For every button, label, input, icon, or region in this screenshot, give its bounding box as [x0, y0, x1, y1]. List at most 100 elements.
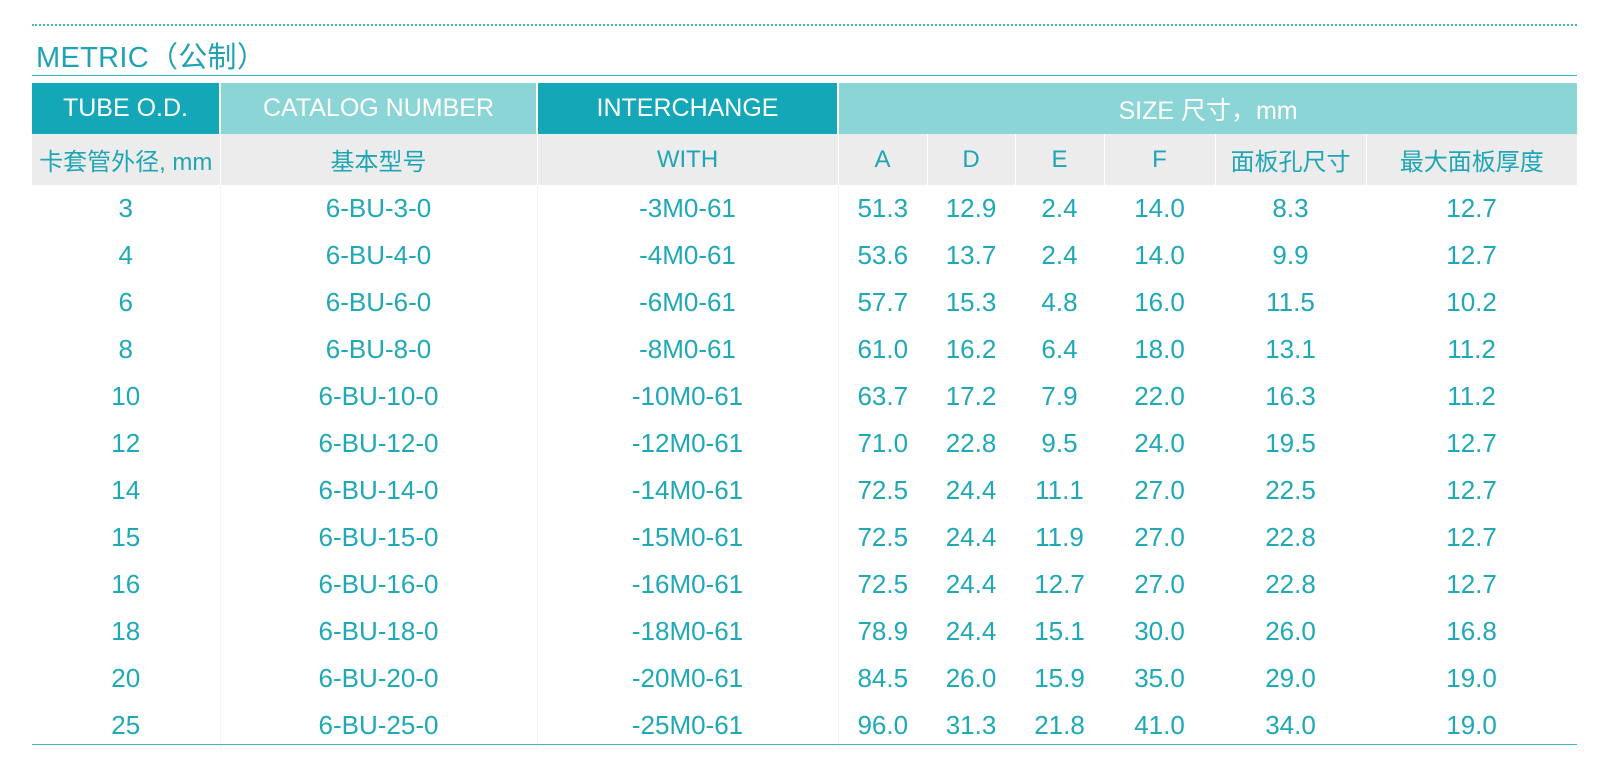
- header-row: TUBE O.D. CATALOG NUMBER INTERCHANGE SIZ…: [32, 83, 1578, 134]
- cell-max-panel-thickness: 10.2: [1366, 279, 1578, 326]
- cell-tube-od: 25: [32, 702, 221, 749]
- cell-f: 24.0: [1104, 420, 1215, 467]
- cell-d: 17.2: [927, 373, 1015, 420]
- cell-a: 71.0: [838, 420, 927, 467]
- cell-f: 14.0: [1104, 185, 1215, 232]
- cell-e: 11.9: [1015, 514, 1104, 561]
- cell-catalog-number: 6-BU-8-0: [220, 326, 538, 373]
- cell-e: 15.1: [1015, 608, 1104, 655]
- cell-interchange: -10M0-61: [537, 373, 839, 420]
- cell-f: 41.0: [1104, 702, 1215, 749]
- cell-f: 27.0: [1104, 514, 1215, 561]
- table-row: 15 6-BU-15-0 -15M0-61 72.5 24.4 11.9 27.0 22.8 1…: [32, 514, 1578, 561]
- cell-tube-od: 20: [32, 655, 221, 702]
- cell-catalog-number: 6-BU-20-0: [220, 655, 538, 702]
- cell-interchange: -16M0-61: [537, 561, 839, 608]
- table-row: 3 6-BU-3-0 -3M0-61 51.3 12.9 2.4 14.0 8.3 12.7: [32, 185, 1578, 232]
- cell-panel-hole: 22.5: [1215, 467, 1366, 514]
- cell-e: 21.8: [1015, 702, 1104, 749]
- table-row: 10 6-BU-10-0 -10M0-61 63.7 17.2 7.9 22.0 16.3 11…: [32, 373, 1578, 420]
- subheader-interchange: WITH: [537, 134, 839, 185]
- cell-panel-hole: 9.9: [1215, 232, 1366, 279]
- cell-catalog-number: 6-BU-4-0: [220, 232, 538, 279]
- cell-max-panel-thickness: 19.0: [1366, 702, 1578, 749]
- cell-max-panel-thickness: 12.7: [1366, 232, 1578, 279]
- cell-tube-od: 4: [32, 232, 221, 279]
- cell-tube-od: 12: [32, 420, 221, 467]
- cell-e: 15.9: [1015, 655, 1104, 702]
- cell-panel-hole: 29.0: [1215, 655, 1366, 702]
- cell-catalog-number: 6-BU-14-0: [220, 467, 538, 514]
- table-row: 18 6-BU-18-0 -18M0-61 78.9 24.4 15.1 30.0 26.0 1…: [32, 608, 1578, 655]
- table-row: 25 6-BU-25-0 -25M0-61 96.0 31.3 21.8 41.0 34.0 1…: [32, 702, 1578, 749]
- header-catalog-number: CATALOG NUMBER: [220, 83, 538, 134]
- cell-f: 30.0: [1104, 608, 1215, 655]
- cell-d: 24.4: [927, 561, 1015, 608]
- cell-d: 31.3: [927, 702, 1015, 749]
- cell-interchange: -20M0-61: [537, 655, 839, 702]
- header-size: SIZE 尺寸，mm: [838, 83, 1578, 134]
- cell-panel-hole: 19.5: [1215, 420, 1366, 467]
- cell-panel-hole: 11.5: [1215, 279, 1366, 326]
- cell-e: 7.9: [1015, 373, 1104, 420]
- cell-catalog-number: 6-BU-3-0: [220, 185, 538, 232]
- cell-panel-hole: 22.8: [1215, 561, 1366, 608]
- table-row: 4 6-BU-4-0 -4M0-61 53.6 13.7 2.4 14.0 9.9 12.7: [32, 232, 1578, 279]
- cell-e: 2.4: [1015, 185, 1104, 232]
- cell-a: 53.6: [838, 232, 927, 279]
- cell-panel-hole: 34.0: [1215, 702, 1366, 749]
- subheader-f: F: [1104, 134, 1216, 185]
- cell-interchange: -18M0-61: [537, 608, 839, 655]
- header-interchange: INTERCHANGE: [537, 83, 839, 134]
- cell-interchange: -3M0-61: [537, 185, 839, 232]
- cell-interchange: -4M0-61: [537, 232, 839, 279]
- cell-max-panel-thickness: 19.0: [1366, 655, 1578, 702]
- cell-e: 9.5: [1015, 420, 1104, 467]
- cell-max-panel-thickness: 11.2: [1366, 326, 1578, 373]
- cell-catalog-number: 6-BU-12-0: [220, 420, 538, 467]
- cell-f: 27.0: [1104, 467, 1215, 514]
- cell-tube-od: 6: [32, 279, 221, 326]
- cell-e: 6.4: [1015, 326, 1104, 373]
- cell-panel-hole: 22.8: [1215, 514, 1366, 561]
- cell-max-panel-thickness: 12.7: [1366, 185, 1578, 232]
- cell-a: 57.7: [838, 279, 927, 326]
- table-row: 12 6-BU-12-0 -12M0-61 71.0 22.8 9.5 24.0 19.5 12…: [32, 420, 1578, 467]
- cell-panel-hole: 16.3: [1215, 373, 1366, 420]
- cell-f: 14.0: [1104, 232, 1215, 279]
- bottom-divider: [32, 744, 1577, 745]
- cell-d: 26.0: [927, 655, 1015, 702]
- cell-max-panel-thickness: 12.7: [1366, 561, 1578, 608]
- cell-tube-od: 8: [32, 326, 221, 373]
- cell-a: 78.9: [838, 608, 927, 655]
- cell-interchange: -12M0-61: [537, 420, 839, 467]
- cell-catalog-number: 6-BU-6-0: [220, 279, 538, 326]
- cell-interchange: -15M0-61: [537, 514, 839, 561]
- cell-d: 24.4: [927, 514, 1015, 561]
- cell-interchange: -25M0-61: [537, 702, 839, 749]
- cell-e: 2.4: [1015, 232, 1104, 279]
- cell-max-panel-thickness: 12.7: [1366, 467, 1578, 514]
- cell-tube-od: 18: [32, 608, 221, 655]
- cell-tube-od: 14: [32, 467, 221, 514]
- cell-e: 11.1: [1015, 467, 1104, 514]
- subheader-d: D: [927, 134, 1016, 185]
- header-tube-od: TUBE O.D.: [32, 83, 221, 134]
- title-underline: [32, 75, 1577, 76]
- subheader-a: A: [838, 134, 928, 185]
- cell-catalog-number: 6-BU-18-0: [220, 608, 538, 655]
- cell-max-panel-thickness: 12.7: [1366, 514, 1578, 561]
- cell-tube-od: 15: [32, 514, 221, 561]
- cell-d: 16.2: [927, 326, 1015, 373]
- cell-tube-od: 3: [32, 185, 221, 232]
- cell-a: 51.3: [838, 185, 927, 232]
- cell-a: 63.7: [838, 373, 927, 420]
- cell-f: 35.0: [1104, 655, 1215, 702]
- cell-d: 13.7: [927, 232, 1015, 279]
- table-row: 14 6-BU-14-0 -14M0-61 72.5 24.4 11.1 27.0 22.5 1…: [32, 467, 1578, 514]
- table-row: 6 6-BU-6-0 -6M0-61 57.7 15.3 4.8 16.0 11.5 10.2: [32, 279, 1578, 326]
- cell-catalog-number: 6-BU-10-0: [220, 373, 538, 420]
- cell-max-panel-thickness: 11.2: [1366, 373, 1578, 420]
- cell-max-panel-thickness: 12.7: [1366, 420, 1578, 467]
- cell-d: 22.8: [927, 420, 1015, 467]
